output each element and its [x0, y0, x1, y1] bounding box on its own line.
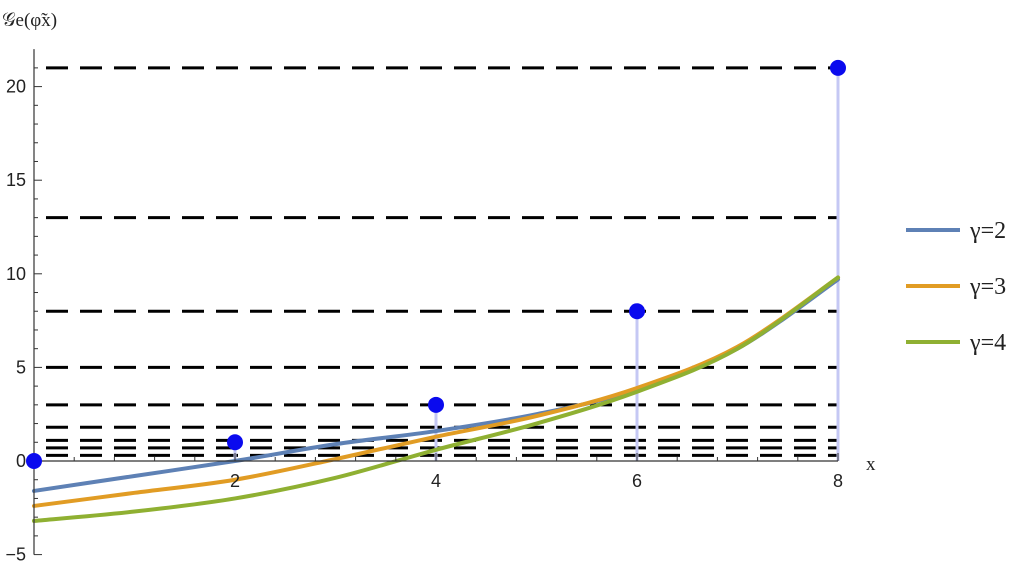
axes: 2 4 6 8 −5 0 5 10 15 20 [5, 49, 843, 565]
y-tick-label-4: 15 [6, 170, 26, 190]
data-points [26, 59, 846, 469]
data-point-4 [830, 59, 846, 76]
x-axis-label: x [866, 454, 876, 475]
x-tick-label-2: 6 [632, 471, 642, 491]
series-line-2 [32, 275, 840, 523]
series-lines [32, 275, 840, 523]
y-tick-label-2: 5 [16, 357, 26, 377]
x-tick-label-1: 4 [431, 471, 441, 491]
data-point-3 [629, 303, 645, 320]
x-tick-label-3: 8 [833, 471, 843, 491]
data-point-2 [428, 396, 444, 413]
data-point-0 [26, 453, 42, 469]
y-tick-label-5: 20 [6, 77, 26, 97]
data-point-1 [227, 434, 243, 451]
legend-label-1: γ=3 [969, 274, 1006, 300]
legend: γ=2 γ=3 γ=4 [906, 218, 1006, 356]
legend-label-2: γ=4 [969, 330, 1006, 356]
y-axis-label: 𝒢e(φ̃x) [2, 10, 57, 31]
y-tick-label-3: 10 [6, 264, 26, 284]
y-tick-label-0: −5 [5, 545, 26, 565]
x-tick-label-0: 2 [230, 471, 240, 491]
legend-label-0: γ=2 [969, 218, 1006, 244]
series-line-1 [32, 275, 840, 508]
y-tick-label-1: 0 [16, 451, 26, 471]
